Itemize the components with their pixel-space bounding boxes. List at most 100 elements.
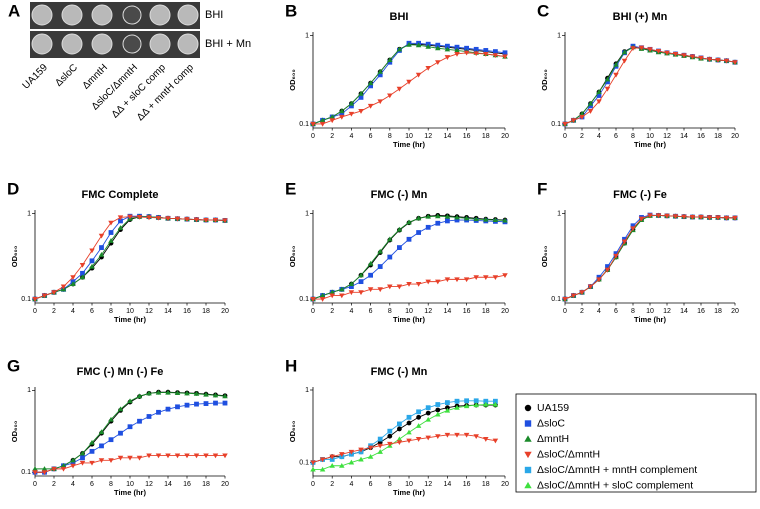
marker <box>524 481 532 489</box>
x-tick-label: 6 <box>90 481 94 488</box>
x-tick-label: 14 <box>680 308 688 315</box>
marker <box>435 60 441 65</box>
marker <box>698 215 704 220</box>
marker <box>377 264 383 269</box>
marker <box>89 258 95 264</box>
marker <box>672 51 679 57</box>
marker <box>570 118 577 124</box>
marker <box>387 254 393 260</box>
marker <box>79 450 86 456</box>
colony <box>61 4 83 26</box>
x-tick-label: 4 <box>71 308 75 315</box>
marker <box>329 118 335 124</box>
marker <box>222 218 228 224</box>
chart-title: FMC (-) Mn <box>371 189 428 201</box>
marker <box>358 109 364 114</box>
marker <box>98 251 105 257</box>
chart-title: FMC (-) Mn (-) Fe <box>77 366 164 378</box>
marker <box>638 216 645 222</box>
marker <box>483 401 489 407</box>
x-tick-label: 8 <box>109 481 113 488</box>
marker <box>41 466 48 471</box>
marker <box>70 457 76 463</box>
marker <box>387 284 393 290</box>
x-tick-label: 16 <box>183 481 191 488</box>
marker <box>329 454 335 460</box>
chart-panel: D FMC Complete 0 2 4 6 8 10 12 14 16 18 20 0.1 1 Time (… <box>7 179 229 324</box>
marker <box>98 233 105 239</box>
x-tick-label: 12 <box>145 308 153 315</box>
marker <box>732 60 738 65</box>
x-tick-label: 4 <box>349 308 353 315</box>
marker <box>377 287 383 293</box>
marker <box>349 284 354 289</box>
x-tick-label: 0 <box>311 308 315 315</box>
marker <box>212 453 219 459</box>
marker <box>146 414 152 419</box>
legend-label: ΔsloC/ΔmntH + mntH complement <box>537 464 697 476</box>
marker <box>396 226 403 232</box>
marker <box>473 275 479 281</box>
marker <box>319 292 326 298</box>
marker <box>647 213 653 219</box>
marker <box>415 215 422 221</box>
marker <box>715 57 721 63</box>
marker <box>319 457 326 463</box>
marker <box>70 281 76 287</box>
x-tick-label: 12 <box>424 308 432 315</box>
marker <box>348 449 355 455</box>
marker <box>368 83 373 89</box>
marker <box>483 437 489 442</box>
marker <box>89 263 95 269</box>
x-tick-label: 20 <box>731 308 739 315</box>
marker <box>203 391 209 397</box>
x-tick-label: 6 <box>369 481 373 488</box>
x-tick-label: 2 <box>330 481 334 488</box>
marker <box>613 253 619 259</box>
marker <box>613 251 619 257</box>
x-tick-label: 20 <box>501 133 509 140</box>
marker <box>613 72 619 78</box>
y-tick-label: 1 <box>305 387 309 394</box>
marker <box>136 455 143 461</box>
marker <box>454 432 460 438</box>
plate-image <box>30 2 200 58</box>
marker <box>502 273 508 278</box>
marker <box>492 401 499 407</box>
legend-box <box>515 393 757 493</box>
marker <box>621 239 628 245</box>
x-tick-label: 10 <box>646 308 654 315</box>
marker <box>319 297 326 302</box>
marker <box>367 445 374 451</box>
x-tick-label: 18 <box>714 133 722 140</box>
marker <box>184 390 190 396</box>
y-axis-label: OD₆₀₀ <box>540 246 549 267</box>
marker <box>165 406 171 412</box>
marker <box>425 213 431 219</box>
marker <box>454 51 460 57</box>
marker <box>605 264 610 269</box>
colony <box>91 33 113 55</box>
marker <box>339 286 345 292</box>
marker <box>339 293 345 299</box>
x-axis-label: Time (hr) <box>114 488 146 497</box>
marker <box>406 281 412 287</box>
marker <box>70 275 76 281</box>
marker <box>155 389 162 395</box>
marker <box>396 436 403 442</box>
chart-title: BHI <box>390 11 409 23</box>
marker <box>492 217 499 223</box>
x-tick-label: 20 <box>501 308 509 315</box>
marker <box>329 463 335 468</box>
marker <box>416 409 421 415</box>
marker <box>155 215 162 221</box>
marker <box>596 99 602 105</box>
marker <box>339 463 345 468</box>
marker <box>406 41 412 47</box>
marker <box>127 424 133 430</box>
x-tick-label: 10 <box>126 481 134 488</box>
marker <box>445 400 450 405</box>
x-tick-label: 12 <box>424 481 432 488</box>
marker <box>562 121 568 127</box>
